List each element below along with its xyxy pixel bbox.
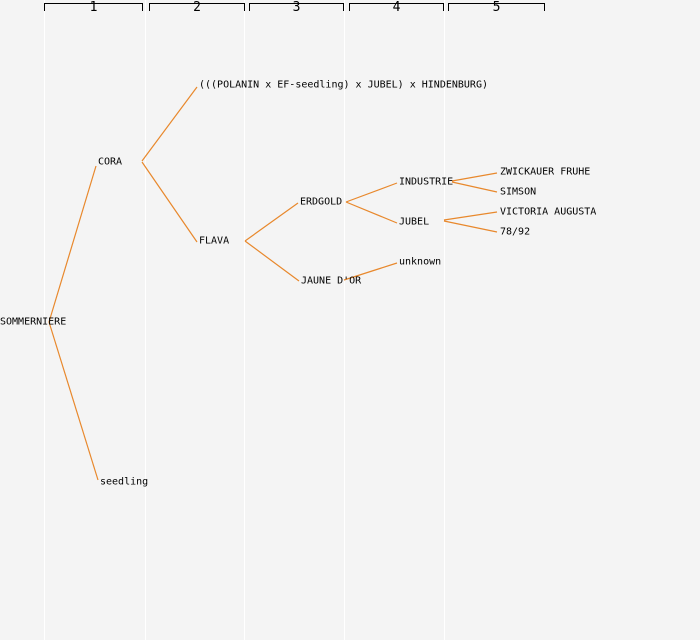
edge-flava-erdgold: [244, 202, 299, 242]
column-grid-line: [344, 0, 345, 640]
column-grid-line: [244, 0, 245, 640]
generation-bracket: [249, 3, 344, 11]
node-label-zwickauer-fruhe: ZWICKAUER FRUHE: [500, 166, 591, 178]
node-label-unknown: unknown: [399, 256, 442, 268]
node-label-victoria-augusta: VICTORIA AUGUSTA: [500, 206, 597, 218]
edge-cora-polanin-cross: [141, 86, 198, 162]
column-grid-line: [145, 0, 146, 640]
generation-number: 5: [492, 0, 501, 15]
edge-jubel-78-92: [443, 220, 498, 233]
edge-erdgold-industrie: [345, 182, 398, 203]
edge-jubel-victoria-augusta: [443, 211, 498, 221]
generation-bracket: [448, 3, 545, 11]
generation-number: 3: [292, 0, 301, 15]
generation-number: 4: [392, 0, 401, 15]
edge-cora-flava: [141, 161, 198, 243]
edge-sommerniere-seedling: [48, 321, 99, 481]
edge-sommerniere-cora: [48, 165, 97, 323]
node-label-erdgold: ERDGOLD: [300, 196, 343, 208]
generation-bracket: [149, 3, 245, 11]
node-label-cora: CORA: [98, 156, 123, 168]
generation-number: 2: [193, 0, 201, 15]
edge-flava-jaune-d-or: [244, 240, 300, 282]
node-label-polanin-cross: (((POLANIN x EF-seedling) x JUBEL) x HIN…: [199, 79, 488, 91]
node-label-sommerniere: SOMMERNIERE: [0, 316, 67, 328]
node-label-simson: SIMSON: [500, 186, 537, 198]
node-label-seedling: seedling: [100, 476, 149, 488]
column-grid-line: [44, 0, 45, 640]
node-label-78-92: 78/92: [500, 226, 531, 238]
generation-number: 1: [89, 0, 98, 15]
edge-industrie-zwickauer-fruhe: [451, 172, 498, 182]
node-label-industrie: INDUSTRIE: [399, 176, 454, 188]
edge-erdgold-jubel: [345, 201, 398, 224]
node-label-flava: FLAVA: [199, 235, 230, 247]
node-label-jaune-d-or: JAUNE D'OR: [301, 275, 362, 287]
generation-bracket: [349, 3, 444, 11]
column-grid-line: [444, 0, 445, 640]
node-label-jubel: JUBEL: [399, 216, 430, 228]
edge-industrie-simson: [451, 181, 498, 193]
generation-bracket: [44, 3, 143, 11]
